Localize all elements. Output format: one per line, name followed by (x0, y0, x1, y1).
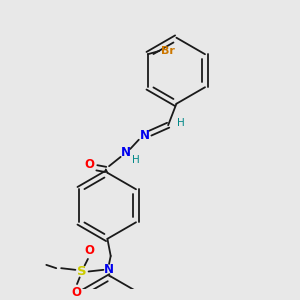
Text: O: O (84, 158, 94, 171)
Text: O: O (84, 244, 94, 257)
Text: H: H (177, 118, 184, 128)
Text: N: N (104, 263, 114, 276)
Text: N: N (140, 129, 149, 142)
Text: N: N (121, 146, 131, 159)
Text: H: H (132, 154, 139, 165)
Text: S: S (77, 265, 87, 278)
Text: Br: Br (161, 46, 175, 56)
Text: O: O (71, 286, 81, 299)
